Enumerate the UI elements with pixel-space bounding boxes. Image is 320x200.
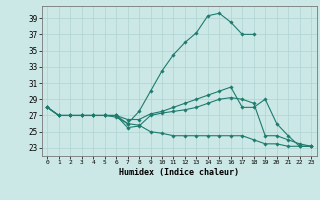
- X-axis label: Humidex (Indice chaleur): Humidex (Indice chaleur): [119, 168, 239, 177]
